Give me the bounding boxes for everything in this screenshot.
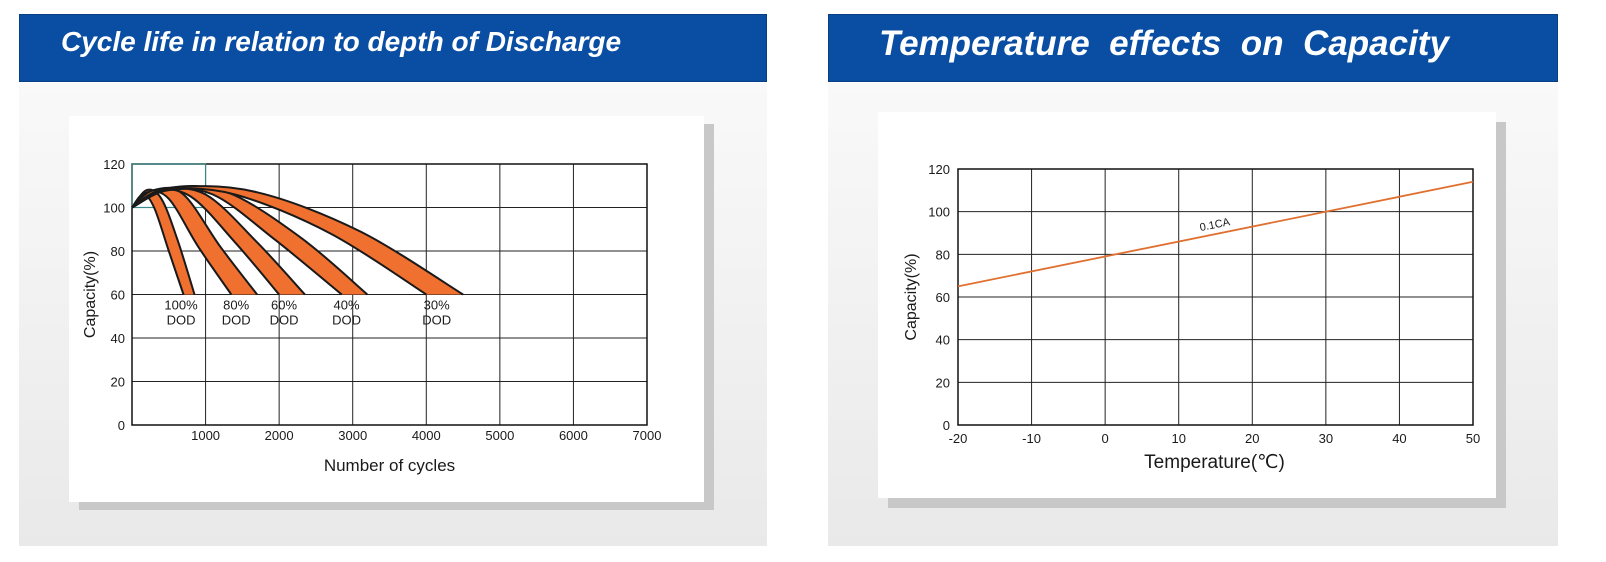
y-axis-title: Capacity(%) — [903, 253, 920, 340]
dod-band-1 — [132, 189, 195, 295]
left-panel-header: Cycle life in relation to depth of Disch… — [19, 14, 767, 82]
dod-lower-curve-3 — [131, 188, 280, 296]
left-panel: Cycle life in relation to depth of Disch… — [19, 14, 767, 546]
dod-label-line2: DOD — [270, 313, 299, 328]
y-tick-label: 0 — [118, 418, 125, 433]
y-tick-label: 80 — [111, 244, 125, 259]
x-axis-title: Temperature(℃) — [1144, 452, 1285, 473]
dod-lower-curve-2 — [131, 190, 233, 296]
dod-label-line2: DOD — [222, 313, 251, 328]
y-tick-label: 20 — [936, 375, 950, 390]
dod-label-line2: DOD — [167, 313, 196, 328]
y-tick-label: 100 — [103, 201, 125, 216]
temperature-capacity-chart: -20 -10 0 10 20 30 40 50 0 20 40 60 80 100 120 Temperat… — [903, 162, 1480, 473]
x-tick-label: 30 — [1319, 431, 1333, 446]
y-tick-label: 60 — [936, 290, 950, 305]
dod-label-line1: 60% — [271, 298, 297, 313]
dod-band-3 — [132, 188, 305, 295]
x-tick-label: 3000 — [338, 428, 367, 443]
cycle-life-chart: 1000 2000 3000 4000 5000 6000 7000 0 20 40 60 80 100… — [82, 157, 662, 475]
y-tick-label: 40 — [111, 331, 125, 346]
y-tick-label: 40 — [936, 333, 950, 348]
x-tick-label: 2000 — [265, 428, 294, 443]
dod-label-line1: 40% — [334, 298, 360, 313]
dod-band-5 — [132, 186, 464, 295]
dod-label-line1: 30% — [424, 298, 450, 313]
right-panel-title: Temperature effects on Capacity — [879, 24, 1449, 63]
y-tick-label: 100 — [928, 205, 950, 220]
y-tick-label: 120 — [103, 157, 125, 172]
dod-label-line2: DOD — [422, 313, 451, 328]
dod-label-line2: DOD — [332, 313, 361, 328]
dod-label-line1: 80% — [223, 298, 249, 313]
y-tick-label: 60 — [111, 288, 125, 303]
x-tick-label: 10 — [1171, 431, 1185, 446]
dod-lower-curve-5 — [131, 187, 427, 296]
right-panel-header: Temperature effects on Capacity — [828, 14, 1558, 82]
x-tick-label: -20 — [949, 431, 968, 446]
plot-frame — [131, 163, 648, 426]
x-axis-title: Number of cycles — [324, 456, 455, 475]
y-axis-title: Capacity(%) — [82, 251, 99, 338]
dod-band-2 — [132, 187, 258, 295]
x-tick-label: 6000 — [559, 428, 588, 443]
x-tick-label: 50 — [1466, 431, 1480, 446]
series-line-0-1ca — [957, 180, 1474, 288]
plot-frame — [957, 168, 1474, 426]
x-tick-label: -10 — [1022, 431, 1041, 446]
dod-band-4 — [132, 185, 368, 295]
dod-lower-curve-4 — [131, 187, 343, 296]
y-tick-label: 80 — [936, 247, 950, 262]
left-chart-card: 1000 2000 3000 4000 5000 6000 7000 0 20 40 60 80 100… — [69, 116, 704, 502]
x-tick-label: 5000 — [485, 428, 514, 443]
right-chart-card: -20 -10 0 10 20 30 40 50 0 20 40 60 80 100 120 Temperat… — [878, 112, 1496, 498]
x-tick-label: 40 — [1392, 431, 1406, 446]
dod-label-line1: 100% — [164, 298, 198, 313]
x-tick-label: 1000 — [191, 428, 220, 443]
x-tick-label: 4000 — [412, 428, 441, 443]
y-tick-label: 0 — [943, 418, 950, 433]
right-panel: Temperature effects on Capacity -20 -10 0 1… — [828, 14, 1558, 546]
x-tick-label: 7000 — [633, 428, 662, 443]
y-tick-label: 20 — [111, 375, 125, 390]
x-tick-label: 0 — [1102, 431, 1109, 446]
x-tick-label: 20 — [1245, 431, 1259, 446]
y-tick-label: 120 — [928, 162, 950, 177]
left-panel-title: Cycle life in relation to depth of Disch… — [61, 26, 622, 57]
